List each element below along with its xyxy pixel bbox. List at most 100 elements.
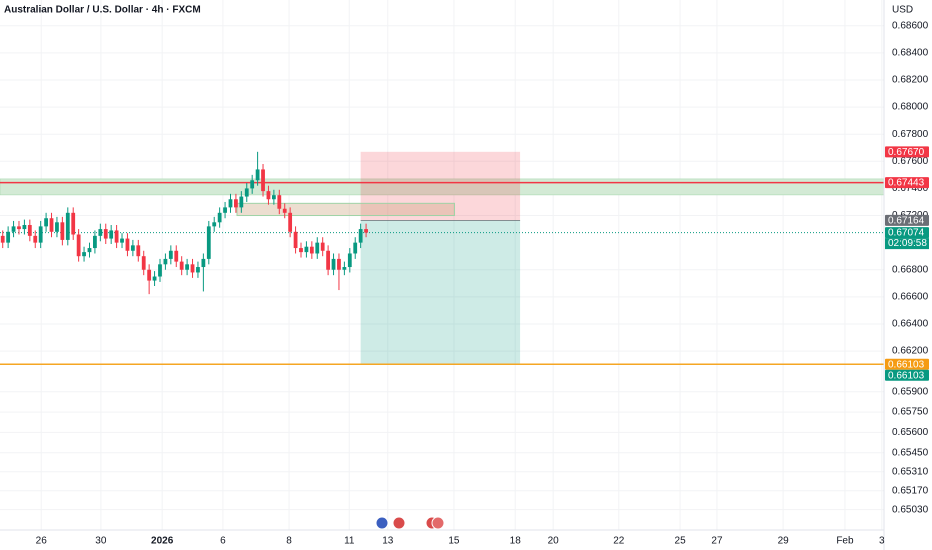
candle-body — [315, 242, 320, 254]
countdown-box — [885, 238, 929, 250]
y-tick-label: 0.65600 — [892, 427, 929, 438]
candle-body — [125, 238, 130, 251]
candle-body — [130, 245, 135, 251]
x-tick-label: 13 — [382, 536, 394, 547]
candle-body — [201, 258, 206, 268]
x-tick-label: 20 — [548, 536, 560, 547]
y-tick-label: 0.65170 — [892, 485, 929, 496]
y-tick-label: 0.67800 — [892, 129, 929, 140]
x-tick-label: 27 — [711, 536, 723, 547]
candle-body — [261, 169, 265, 192]
y-tick-label: 0.68400 — [892, 48, 929, 59]
price-label: 0.66103 — [888, 370, 925, 381]
candle-body — [223, 207, 227, 213]
candle-body — [71, 212, 76, 235]
candle-body — [266, 191, 271, 200]
candle-body — [98, 229, 103, 236]
price-label: 0.67074 — [888, 228, 925, 239]
price-label: 0.67670 — [888, 147, 925, 158]
candle-body — [244, 188, 249, 197]
currency: USD — [892, 5, 913, 16]
candle-body — [320, 242, 325, 251]
candle-body — [103, 229, 108, 239]
y-tick-label: 0.68000 — [892, 102, 929, 113]
box — [236, 202, 455, 217]
candle-body — [49, 218, 54, 232]
candle-body — [17, 226, 21, 230]
candle-body — [288, 212, 293, 232]
candle-body — [55, 222, 59, 232]
candle-body — [179, 261, 184, 270]
candle-body — [342, 267, 347, 270]
y-tick-label: 0.68600 — [892, 20, 929, 31]
price-label-box — [885, 177, 929, 189]
candle-body — [304, 246, 309, 253]
candle-body — [38, 226, 43, 243]
price-label-box — [885, 227, 929, 239]
y-tick-label: 0.66200 — [892, 346, 929, 357]
x-tick-label: 29 — [778, 536, 790, 547]
candle-body — [196, 267, 200, 273]
candle-body — [239, 196, 244, 208]
candle-body — [282, 208, 287, 213]
candle-body — [158, 264, 162, 277]
candle-body — [331, 258, 336, 270]
x-tick-label: 6 — [220, 536, 226, 547]
candle-body — [168, 250, 173, 259]
candle-body — [326, 250, 331, 270]
candle-body — [147, 269, 152, 281]
y-tick-label: 0.66800 — [892, 264, 929, 275]
price-label: 0.66103 — [888, 359, 925, 370]
y-tick-label: 0.65310 — [892, 466, 929, 477]
candle-body — [136, 245, 141, 257]
price-label-box — [885, 369, 929, 381]
y-tick-label: 0.65900 — [892, 386, 929, 397]
candle-body — [44, 218, 48, 227]
y-tick-label: 0.66400 — [892, 319, 929, 330]
candle-body — [353, 242, 358, 254]
price-label: 0.67164 — [888, 216, 925, 227]
candle-body — [293, 231, 298, 249]
y-tick-label: 0.68200 — [892, 75, 929, 86]
candle-body — [114, 230, 119, 243]
candle-body — [6, 231, 11, 243]
candle-body — [109, 230, 114, 239]
candle-body — [299, 248, 303, 253]
candle-body — [212, 222, 217, 227]
candle-body — [82, 252, 86, 257]
x-tick-label: 2026 — [151, 536, 174, 547]
x-tick-label: 25 — [675, 536, 687, 547]
x-tick-label: 11 — [344, 536, 355, 547]
price-label-box — [885, 358, 929, 370]
y-tick-label: 0.65750 — [892, 407, 929, 418]
candle-body — [33, 235, 38, 243]
chart-title: Australian Dollar / U.S. Dollar · 4h · F… — [4, 5, 201, 16]
candle-body — [277, 195, 282, 209]
candle-body — [163, 258, 168, 265]
x-tick-label: 26 — [36, 536, 48, 547]
price-label-box — [885, 214, 929, 226]
candle-body — [120, 238, 124, 243]
candle-body — [250, 180, 255, 189]
candle-body — [228, 199, 233, 208]
candle-body — [255, 169, 260, 181]
y-tick-label: 0.66600 — [892, 291, 929, 302]
countdown: 02:09:58 — [888, 238, 927, 249]
x-tick-label: 8 — [286, 536, 292, 547]
candle-body — [27, 225, 32, 236]
candle-body — [364, 229, 368, 233]
x-tick-label: 3 — [879, 536, 885, 547]
candle-body — [152, 276, 157, 281]
candle-body — [206, 226, 211, 259]
x-tick-label: 22 — [613, 536, 625, 547]
y-tick-label: 0.65450 — [892, 447, 929, 458]
candle-body — [0, 235, 5, 243]
y-tick-label: 0.65030 — [892, 504, 929, 515]
y-tick-label: 0.67600 — [892, 156, 929, 167]
candle-body — [271, 195, 276, 200]
candle-body — [141, 256, 146, 270]
candle-body — [60, 222, 65, 240]
event-icons — [375, 516, 445, 530]
candle-body — [190, 264, 195, 273]
